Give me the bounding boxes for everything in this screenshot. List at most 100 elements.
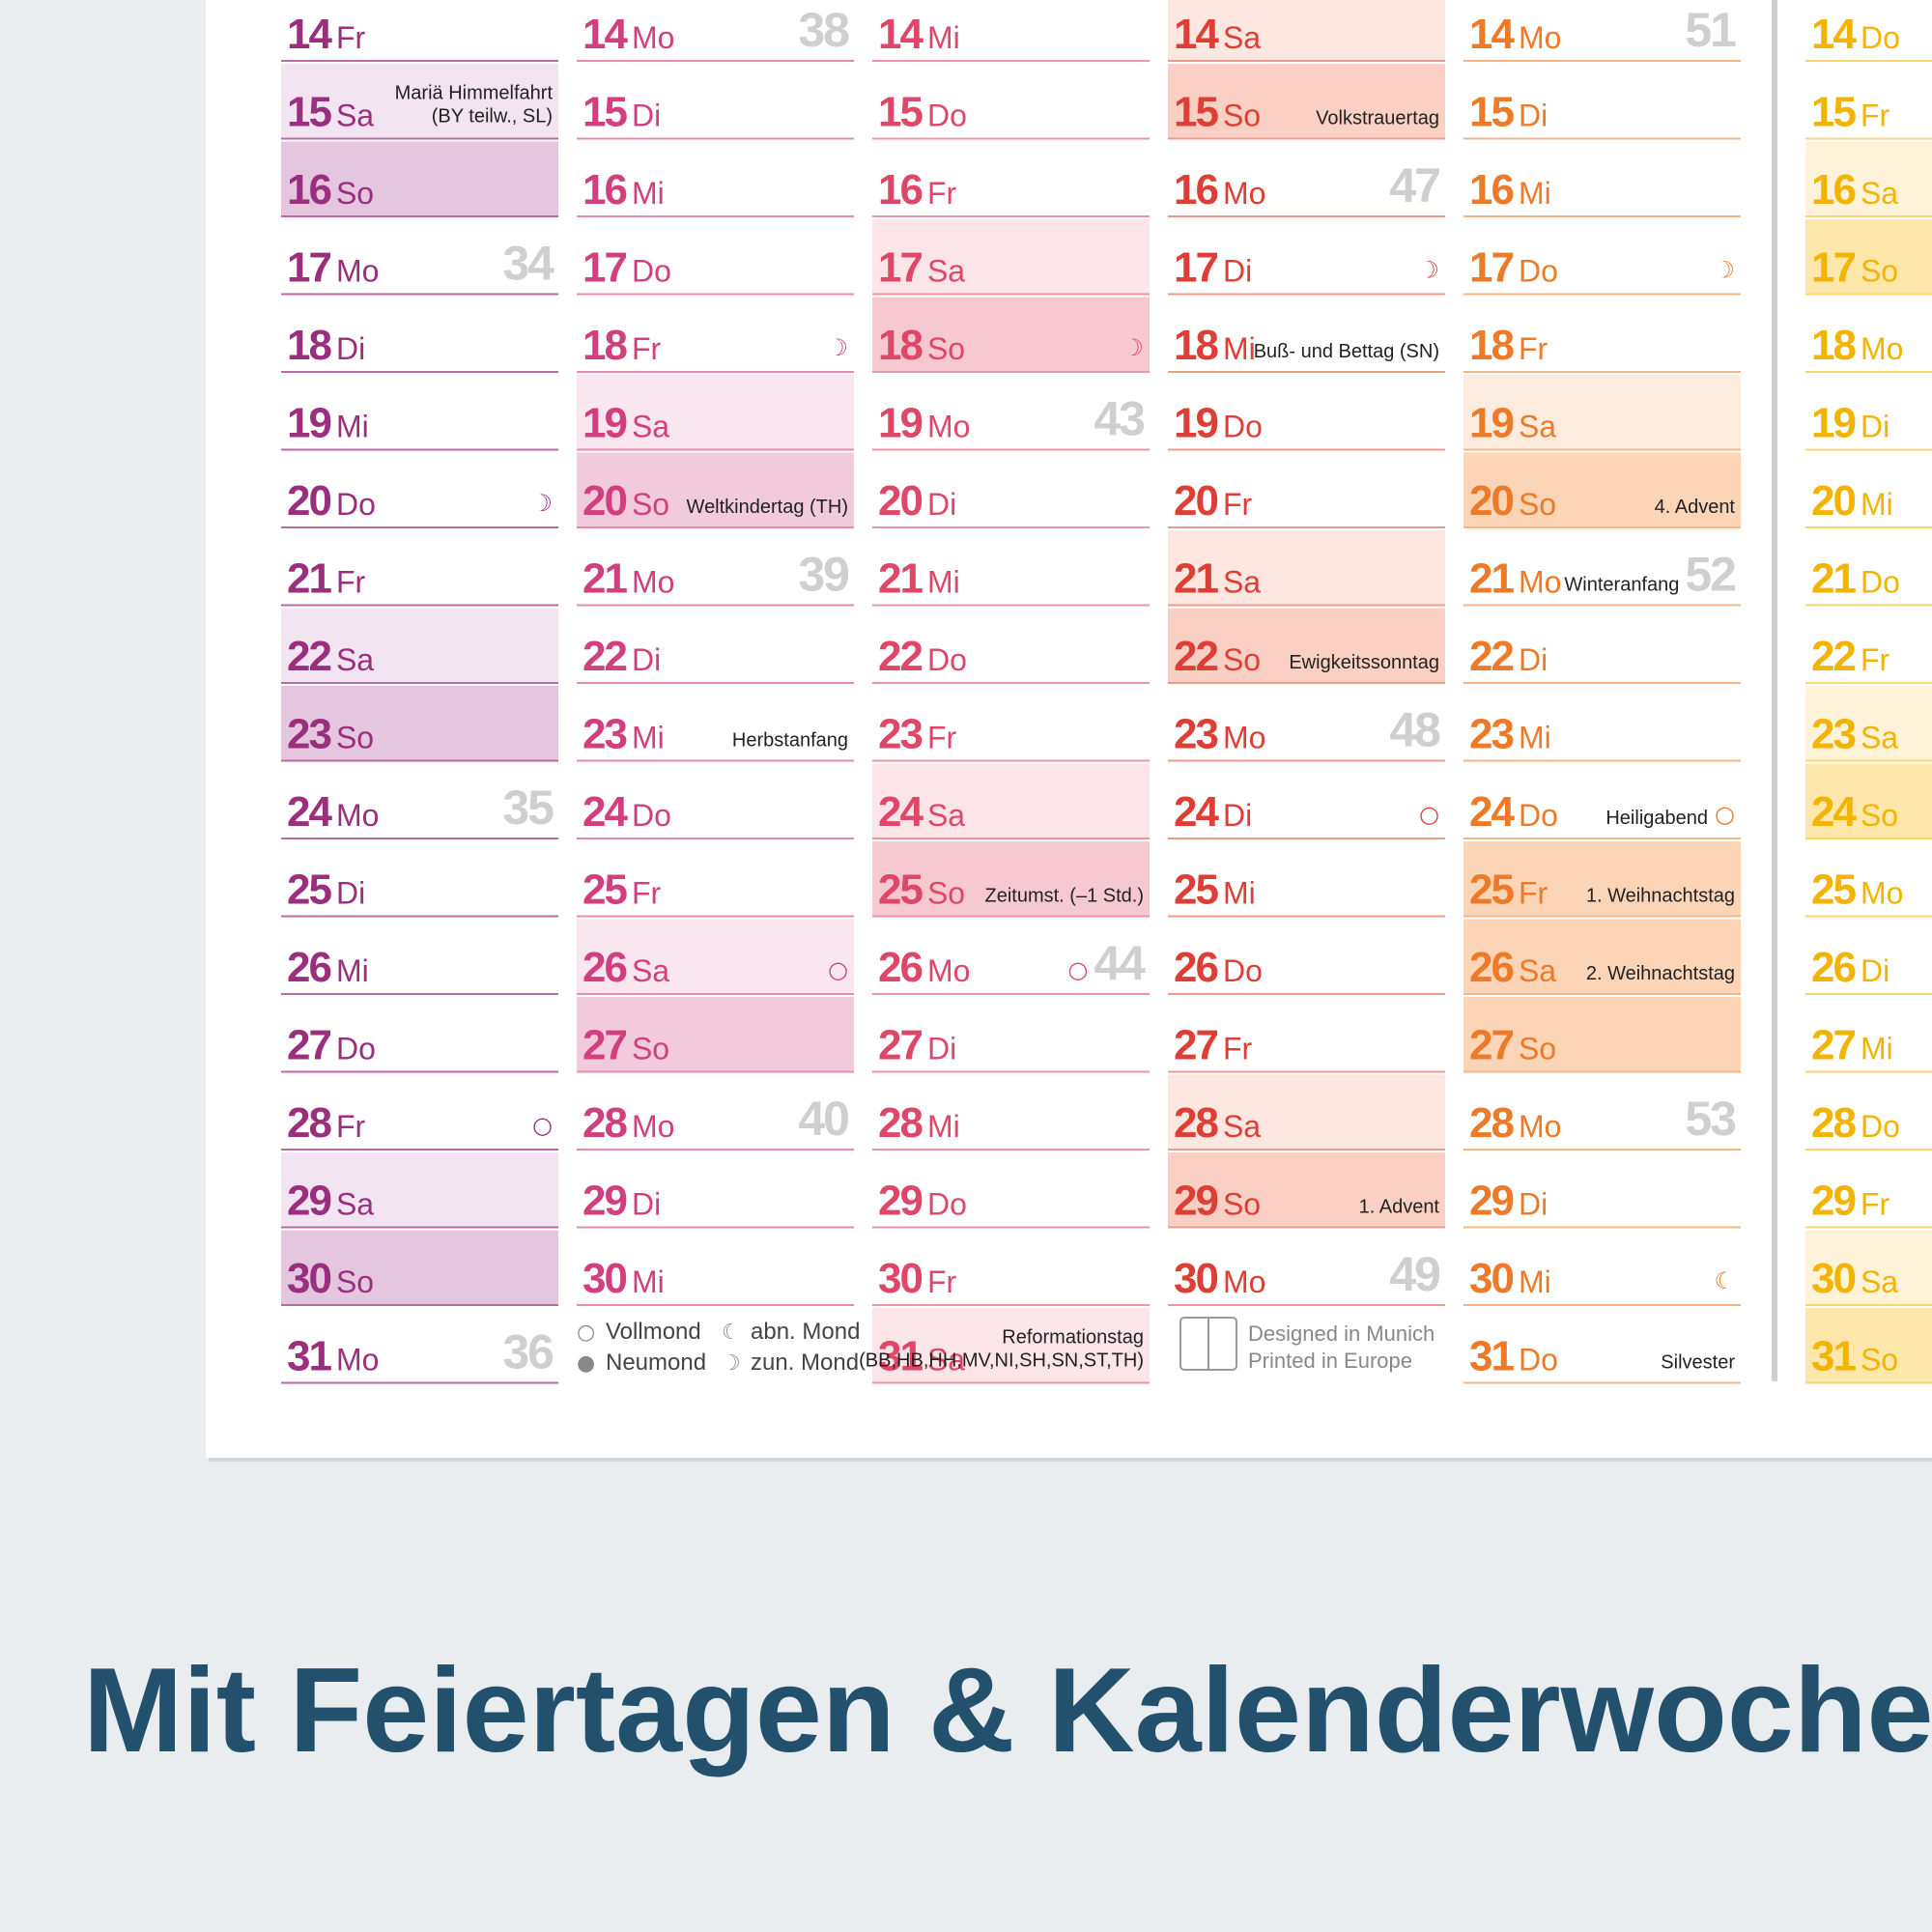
- moon-phase: ☽: [531, 490, 553, 517]
- weekday: Sa: [927, 1343, 965, 1378]
- holiday: Heiligabend: [1605, 808, 1708, 829]
- calendar-week: 43: [1094, 392, 1144, 446]
- weekday: Do: [927, 99, 967, 133]
- day-shade: [1805, 1230, 1932, 1306]
- day-line: [872, 137, 1150, 140]
- calendar-week: 47: [1389, 158, 1439, 213]
- day-number: 30: [287, 1255, 330, 1302]
- weekday: Mo: [1223, 176, 1265, 211]
- day-line: [1168, 60, 1445, 62]
- day-number: 24: [1811, 788, 1857, 836]
- day-number: 19: [878, 400, 922, 447]
- weekday: Sa: [336, 1187, 374, 1222]
- day-number: 20: [1811, 477, 1855, 525]
- weekday: Sa: [632, 410, 669, 444]
- day-line: [1463, 448, 1741, 451]
- day-line: [577, 448, 854, 451]
- day-line: [1805, 682, 1932, 684]
- weekday: Mo: [1519, 565, 1561, 600]
- legend-label: Vollmond: [606, 1319, 701, 1345]
- weekday: Sa: [1861, 176, 1898, 211]
- holiday-states: (BB,HB,HH,MV,NI,SH,SN,ST,TH): [859, 1350, 1144, 1372]
- day-number: 29: [287, 1178, 330, 1225]
- weekday: Di: [1223, 254, 1252, 289]
- weekday: Di: [927, 1032, 956, 1066]
- day-number: 28: [287, 1099, 331, 1147]
- day-line: [281, 915, 558, 918]
- day-line: [1168, 1226, 1445, 1229]
- day-number: 23: [1174, 711, 1217, 758]
- day-number: 18: [1174, 322, 1218, 369]
- legend-label: Neumond: [606, 1350, 706, 1376]
- moon-phase: ○: [1715, 801, 1735, 828]
- day-number: 30: [582, 1255, 626, 1302]
- weekday: Mi: [927, 20, 960, 55]
- day-line: [1463, 371, 1741, 373]
- weekday: So: [927, 876, 965, 911]
- day-number: 26: [1469, 944, 1513, 991]
- moon-phase: ○: [532, 1112, 553, 1139]
- day-shade: [281, 64, 558, 140]
- weekday: So: [336, 721, 374, 755]
- day-line: [872, 1149, 1150, 1151]
- day-number: 18: [1469, 322, 1514, 369]
- caption: Mit Feiertagen & Kalenderwoche: [83, 1644, 1932, 1777]
- day-line: [1463, 60, 1741, 62]
- day-line: [577, 915, 854, 918]
- day-line: [281, 137, 558, 140]
- day-line: [872, 682, 1150, 684]
- day-shade: [1463, 841, 1741, 918]
- day-shade: [1463, 452, 1741, 528]
- weekday: Di: [336, 331, 365, 366]
- day-line: [281, 838, 558, 839]
- weekday: So: [927, 331, 965, 366]
- legend-symbol: ●: [577, 1351, 595, 1376]
- day-line: [1463, 293, 1741, 296]
- weekday: Sa: [336, 99, 374, 133]
- weekday: Mi: [1519, 176, 1551, 211]
- day-line: [1463, 1149, 1741, 1151]
- day-number: 21: [582, 555, 627, 603]
- day-line: [872, 1070, 1150, 1073]
- weekday: Sa: [927, 254, 965, 289]
- day-number: 16: [1174, 166, 1217, 213]
- day-line: [1168, 1070, 1445, 1073]
- day-line: [1168, 215, 1445, 217]
- holiday: Weltkindertag (TH): [687, 497, 848, 518]
- day-line: [1805, 1226, 1932, 1229]
- day-line: [1805, 448, 1932, 451]
- weekday: Sa: [1519, 410, 1556, 444]
- weekday: Fr: [1861, 642, 1890, 677]
- day-line: [1805, 293, 1932, 296]
- day-number: 22: [582, 633, 626, 680]
- weekday: Do: [1861, 1109, 1900, 1144]
- weekday: Di: [632, 1187, 661, 1222]
- day-line: [1168, 838, 1445, 839]
- weekday: Do: [632, 254, 671, 289]
- day-number: 23: [878, 711, 922, 758]
- day-number: 28: [582, 1099, 627, 1147]
- moon-phase: ☾: [1714, 1267, 1735, 1294]
- day-line: [1805, 759, 1932, 762]
- day-line: [872, 838, 1150, 839]
- weekday: So: [1861, 1343, 1898, 1378]
- weekday: Sa: [1223, 565, 1261, 600]
- weekday: Fr: [1519, 876, 1548, 911]
- day-number: 27: [1174, 1022, 1217, 1069]
- day-line: [577, 60, 854, 62]
- day-shade: [1805, 686, 1932, 762]
- weekday: Mo: [336, 798, 379, 833]
- weekday: Do: [336, 487, 376, 522]
- day-line: [1805, 60, 1932, 62]
- weekday: Mi: [1861, 487, 1893, 522]
- day-number: 17: [287, 244, 330, 292]
- day-line: [1463, 526, 1741, 528]
- weekday: Fr: [336, 20, 366, 55]
- day-line: [872, 448, 1150, 451]
- day-shade: [1805, 219, 1932, 296]
- day-shade: [872, 763, 1150, 839]
- weekday: Di: [1861, 953, 1889, 988]
- day-line: [577, 604, 854, 607]
- moon-phase: ☽: [1122, 334, 1144, 361]
